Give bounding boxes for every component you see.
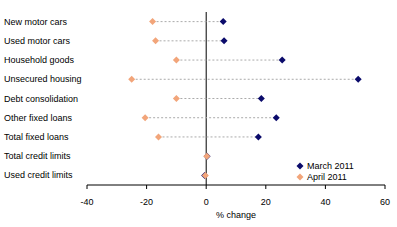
category-label: New motor cars <box>4 17 68 27</box>
x-tick-label: -20 <box>140 197 153 207</box>
connector <box>156 40 225 41</box>
data-point <box>173 95 180 102</box>
data-point <box>258 95 265 102</box>
category-label: Used motor cars <box>4 36 71 46</box>
connector <box>159 136 259 137</box>
chart-svg: -40 -20 0 20 40 60 % change New motor cars Used … <box>0 0 397 227</box>
category-label: Household goods <box>4 55 75 65</box>
x-tick <box>87 185 88 189</box>
data-point <box>142 114 149 121</box>
category-label: Used credit limits <box>4 170 73 180</box>
data-point <box>128 76 135 83</box>
x-tick <box>146 185 147 189</box>
data-point <box>279 57 286 64</box>
x-tick-label: 60 <box>380 197 390 207</box>
category-label: Other fixed loans <box>4 113 73 123</box>
x-axis <box>87 185 385 186</box>
connector <box>153 21 224 22</box>
x-tick-label: 0 <box>204 197 209 207</box>
data-point <box>203 153 210 160</box>
data-point <box>201 172 208 179</box>
data-point <box>173 57 180 64</box>
chart-container: -40 -20 0 20 40 60 % change New motor cars Used … <box>0 0 397 227</box>
connector <box>176 60 282 61</box>
legend-marker <box>297 174 304 181</box>
category-label: Total fixed loans <box>4 132 69 142</box>
data-point <box>221 37 228 44</box>
data-point <box>202 172 209 179</box>
data-point <box>255 133 262 140</box>
data-point <box>273 114 280 121</box>
x-tick <box>206 185 207 189</box>
x-tick-label: 20 <box>261 197 271 207</box>
data-point <box>204 153 211 160</box>
data-point <box>355 76 362 83</box>
data-point <box>220 18 227 25</box>
x-axis-label: % change <box>216 210 256 220</box>
x-tick <box>385 185 386 189</box>
connector <box>132 79 358 80</box>
legend-label: March 2011 <box>307 161 354 171</box>
data-point <box>152 37 159 44</box>
x-tick <box>265 185 266 189</box>
connector <box>176 98 261 99</box>
category-label: Unsecured housing <box>4 74 82 84</box>
x-tick-label: 40 <box>320 197 330 207</box>
x-tick-label: -40 <box>80 197 93 207</box>
legend-marker <box>297 163 304 170</box>
category-label: Total credit limits <box>4 151 71 161</box>
data-point <box>155 133 162 140</box>
plot-marks <box>128 18 361 179</box>
legend-label: April 2011 <box>307 172 347 182</box>
data-point <box>149 18 156 25</box>
x-tick <box>325 185 326 189</box>
connector <box>145 117 276 118</box>
category-label: Debt consolidation <box>4 94 78 104</box>
